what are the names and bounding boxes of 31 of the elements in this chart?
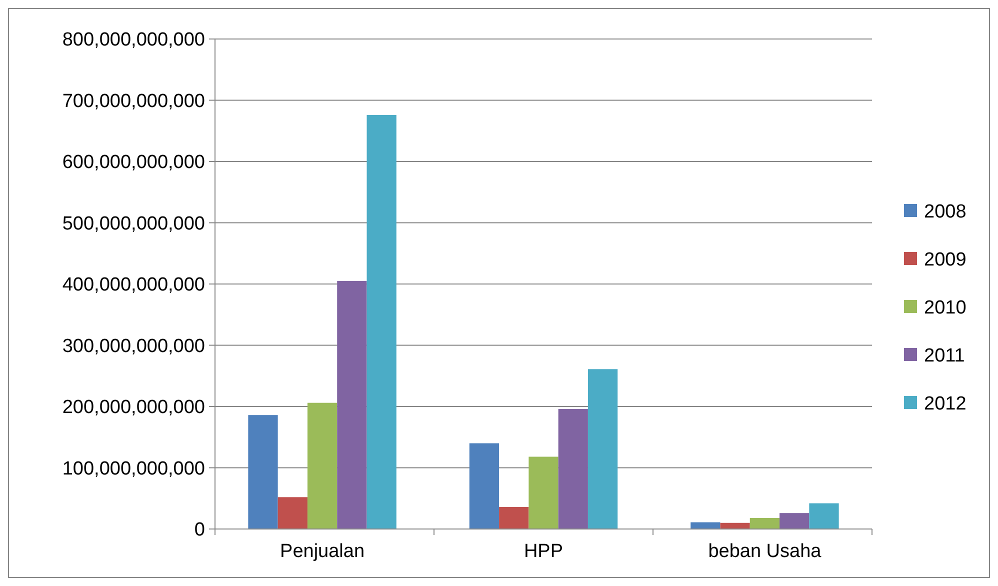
legend-label: 2009 (924, 250, 966, 271)
bar (558, 408, 588, 529)
bar (720, 522, 750, 529)
bar (809, 503, 839, 529)
bar (278, 497, 308, 529)
x-tick-label: Penjualan (280, 541, 365, 562)
bar (499, 506, 529, 529)
x-tick-label: HPP (524, 541, 564, 562)
legend-label: 2012 (924, 394, 966, 415)
y-tick-label: 700,000,000,000 (62, 90, 205, 112)
bar (366, 114, 396, 529)
bar (469, 443, 500, 529)
y-tick-label: 800,000,000,000 (62, 30, 205, 51)
bar (750, 518, 780, 529)
y-tick-label: 500,000,000,000 (62, 213, 205, 234)
bar (248, 415, 278, 529)
y-tick-label: 0 (194, 520, 205, 541)
y-tick-label: 200,000,000,000 (62, 397, 205, 418)
bar (307, 402, 338, 529)
bar (528, 456, 558, 529)
x-tick-label: beban Usaha (708, 541, 822, 562)
y-tick-label: 100,000,000,000 (62, 458, 205, 480)
legend-label: 2008 (924, 202, 966, 223)
bar (588, 369, 618, 529)
y-tick-label: 600,000,000,000 (62, 152, 205, 174)
y-tick-label: 400,000,000,000 (62, 274, 205, 296)
bar (780, 513, 810, 529)
bar (337, 280, 367, 529)
legend-label: 2010 (924, 298, 966, 319)
legend-label: 2011 (924, 346, 965, 367)
y-tick-label: 300,000,000,000 (62, 336, 205, 357)
